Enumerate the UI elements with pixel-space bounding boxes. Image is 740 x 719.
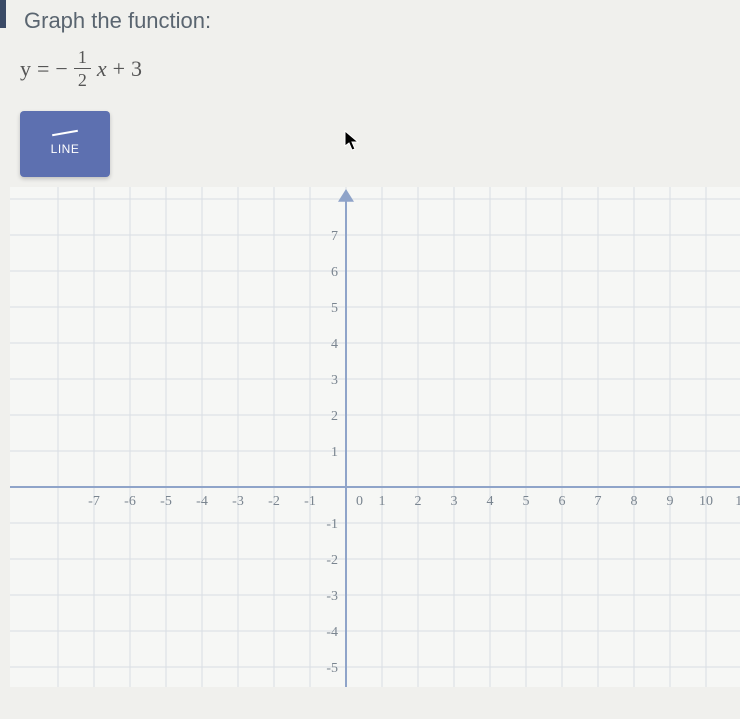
svg-text:10: 10 [699,494,713,509]
svg-text:3: 3 [451,494,458,509]
svg-text:-5: -5 [326,661,338,676]
eq-plus: + [113,56,125,82]
equation: y = − 1 2 x + 3 [20,48,740,89]
svg-text:8: 8 [631,494,638,509]
svg-text:4: 4 [487,494,494,509]
svg-text:-2: -2 [326,553,338,568]
svg-text:-1: -1 [326,517,338,532]
graph-area[interactable]: -7-6-5-4-3-2-1012345678910111234567-1-2-… [10,187,740,687]
svg-text:0: 0 [356,494,363,509]
svg-text:5: 5 [331,301,338,316]
svg-text:9: 9 [667,494,674,509]
eq-const: 3 [131,56,142,82]
eq-lhs: y [20,56,31,82]
line-tool-button[interactable]: LINE [20,111,110,177]
prompt-text: Graph the function: [24,8,740,34]
line-icon [52,130,78,136]
coordinate-grid[interactable]: -7-6-5-4-3-2-1012345678910111234567-1-2-… [10,187,740,687]
svg-text:-5: -5 [160,494,172,509]
svg-text:2: 2 [415,494,422,509]
eq-frac-num: 1 [74,48,91,69]
svg-text:-6: -6 [124,494,136,509]
svg-text:-2: -2 [268,494,280,509]
svg-text:6: 6 [559,494,566,509]
svg-text:1: 1 [331,445,338,460]
section-indicator [0,0,6,28]
eq-frac-den: 2 [78,69,87,89]
svg-text:2: 2 [331,409,338,424]
eq-equals: = [37,56,49,82]
svg-text:7: 7 [331,229,338,244]
svg-text:4: 4 [331,337,338,352]
svg-text:-3: -3 [232,494,244,509]
svg-text:-1: -1 [304,494,316,509]
svg-text:-4: -4 [196,494,208,509]
svg-text:11: 11 [735,494,740,509]
line-tool-label: LINE [51,142,80,156]
eq-fraction: 1 2 [74,48,91,89]
svg-text:1: 1 [379,494,386,509]
eq-neg: − [55,56,67,82]
eq-x: x [97,56,107,82]
svg-text:3: 3 [331,373,338,388]
svg-text:5: 5 [523,494,530,509]
svg-text:-3: -3 [326,589,338,604]
svg-text:-7: -7 [88,494,100,509]
svg-text:7: 7 [595,494,602,509]
svg-text:-4: -4 [326,625,338,640]
svg-text:6: 6 [331,265,338,280]
